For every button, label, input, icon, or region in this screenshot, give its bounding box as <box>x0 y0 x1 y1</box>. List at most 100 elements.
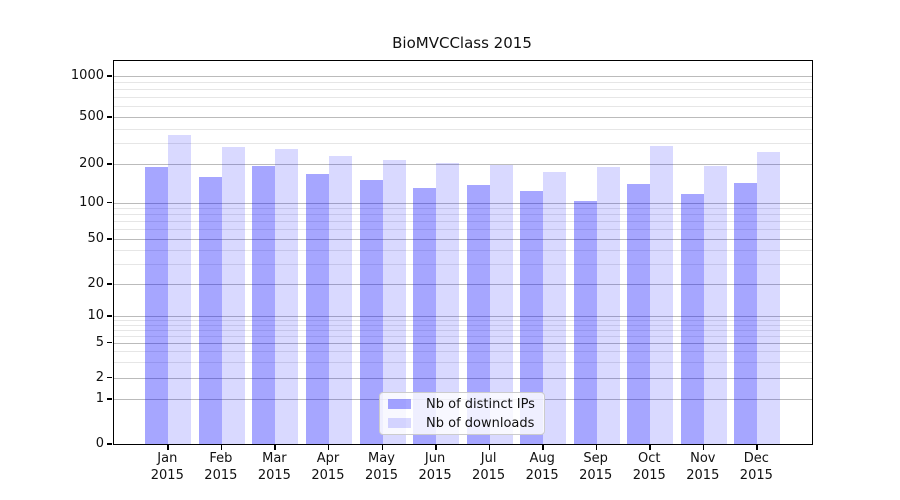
x-tick-mark <box>274 445 276 450</box>
x-tick-label-month: Jun <box>424 451 446 466</box>
legend-swatch-downloads <box>388 418 411 428</box>
y-tick-mark <box>107 341 112 344</box>
bar-ips-may <box>359 179 383 444</box>
x-tick-mark <box>756 445 758 450</box>
y-tick-mark <box>107 443 112 445</box>
bar-ips-sep <box>573 200 597 444</box>
bar-downloads-apr <box>328 156 352 444</box>
x-tick-label: Mar 2015 <box>239 450 309 484</box>
x-tick-label-year: 2015 <box>204 468 238 483</box>
bar-downloads-oct <box>650 145 674 444</box>
bar-ips-dec <box>734 183 758 444</box>
y-tick-label: 50 <box>87 231 104 246</box>
minor-gridline <box>114 82 812 84</box>
major-gridline <box>114 342 812 344</box>
y-tick-mark <box>107 116 112 118</box>
x-tick-mark <box>435 445 437 450</box>
x-tick-label-year: 2015 <box>257 468 291 483</box>
x-tick-label-month: Jul <box>480 451 497 466</box>
bar-downloads-dec <box>757 151 781 444</box>
major-gridline <box>114 164 812 166</box>
y-tick-mark <box>107 283 112 285</box>
x-tick-label-month: Oct <box>638 451 661 466</box>
minor-gridline <box>114 362 812 364</box>
bar-ips-mar <box>252 166 276 444</box>
x-tick-label-year: 2015 <box>418 468 452 483</box>
y-tick-mark <box>107 201 112 204</box>
minor-gridline <box>114 214 812 216</box>
x-tick-label: Nov 2015 <box>668 450 738 484</box>
y-tick-label: 200 <box>79 156 104 172</box>
major-gridline <box>114 284 812 286</box>
bar-downloads-sep <box>596 167 620 444</box>
bar-downloads-mar <box>275 149 299 444</box>
x-tick-label-month: Dec <box>743 451 769 466</box>
minor-gridline <box>114 89 812 91</box>
x-tick-label-month: Feb <box>209 451 233 466</box>
minor-gridline <box>114 351 812 353</box>
major-gridline <box>114 117 812 118</box>
x-tick-label-year: 2015 <box>739 468 773 483</box>
x-tick-mark <box>327 445 330 450</box>
minor-gridline <box>114 143 812 145</box>
x-tick-label-month: Mar <box>262 451 287 466</box>
x-tick-label: Feb 2015 <box>186 450 256 484</box>
legend-label-downloads: Nb of downloads <box>426 415 535 431</box>
x-tick-label: Apr 2015 <box>293 450 363 484</box>
bar-downloads-jul <box>489 164 513 444</box>
x-tick-mark <box>381 445 383 450</box>
x-tick-label: Jun 2015 <box>400 450 470 484</box>
x-tick-label-month: Aug <box>529 451 555 466</box>
minor-gridline <box>114 264 812 266</box>
bar-downloads-jun <box>436 162 460 444</box>
x-tick-label-year: 2015 <box>364 468 399 483</box>
bar-ips-oct <box>627 184 651 444</box>
legend-label-distinct-ips: Nb of distinct IPs <box>426 396 535 412</box>
x-tick-label-year: 2015 <box>472 468 506 483</box>
bar-downloads-feb <box>221 146 245 444</box>
bar-ips-feb <box>198 177 222 444</box>
x-tick-mark <box>649 445 651 450</box>
x-tick-mark <box>595 445 598 450</box>
bar-ips-nov <box>680 193 704 444</box>
bar-ips-apr <box>305 173 329 444</box>
bar-ips-jan <box>145 167 169 444</box>
y-tick-label: 5 <box>95 334 104 350</box>
legend-swatch-distinct-ips <box>388 399 411 409</box>
bar-ips-jun <box>413 187 437 444</box>
x-tick-label-month: Sep <box>583 451 608 466</box>
minor-gridline <box>114 335 812 337</box>
y-tick-label: 100 <box>79 194 104 210</box>
bar-downloads-aug <box>543 172 567 444</box>
x-tick-label-month: Jan <box>157 451 178 466</box>
x-tick-mark <box>542 445 544 450</box>
x-tick-label: May 2015 <box>347 450 417 484</box>
minor-gridline <box>114 208 812 210</box>
y-tick-label: 10 <box>87 308 104 323</box>
y-tick-label: 2 <box>95 369 104 385</box>
y-tick-mark <box>107 315 112 317</box>
x-tick-label: Oct 2015 <box>614 450 684 484</box>
x-tick-label-year: 2015 <box>579 468 613 483</box>
minor-gridline <box>114 106 812 108</box>
y-tick-mark <box>107 163 112 165</box>
x-tick-label-month: Apr <box>316 451 340 466</box>
x-tick-label-year: 2015 <box>632 468 666 483</box>
x-tick-label-year: 2015 <box>686 468 720 483</box>
major-gridline <box>114 316 812 317</box>
major-gridline <box>114 239 812 240</box>
chart-title: BioMVCClass 2015 <box>392 34 532 52</box>
x-tick-label: Dec 2015 <box>721 450 791 484</box>
minor-gridline <box>114 221 812 223</box>
x-tick-label: Aug 2015 <box>507 450 577 484</box>
minor-gridline <box>114 229 812 231</box>
major-gridline <box>114 76 812 78</box>
major-gridline <box>114 377 812 379</box>
y-tick-label: 20 <box>87 276 104 292</box>
y-tick-mark <box>107 376 112 379</box>
y-tick-label: 500 <box>79 109 104 124</box>
minor-gridline <box>114 324 812 326</box>
x-tick-mark <box>167 445 169 450</box>
y-tick-label: 0 <box>95 436 104 451</box>
minor-gridline <box>114 128 812 130</box>
